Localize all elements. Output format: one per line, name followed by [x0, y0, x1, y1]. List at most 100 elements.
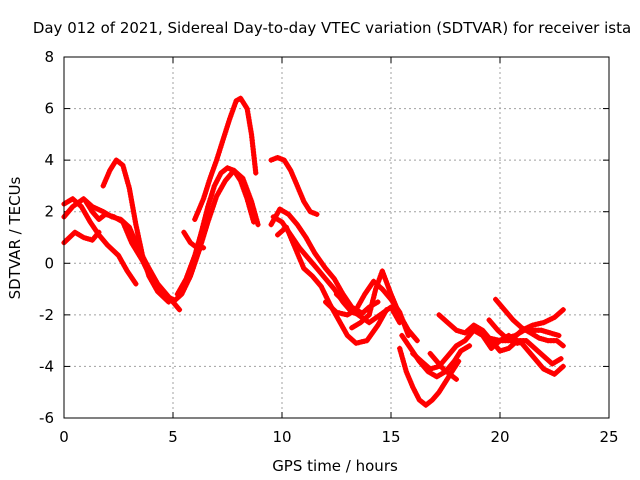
- data-point: [184, 277, 188, 281]
- data-point: [454, 344, 458, 348]
- data-point: [215, 194, 219, 198]
- data-point: [125, 269, 129, 273]
- data-point: [114, 158, 118, 162]
- y-tick-label: -6: [39, 409, 54, 427]
- data-point: [315, 212, 319, 216]
- data-point: [411, 352, 415, 355]
- data-point: [372, 279, 376, 283]
- data-point: [84, 199, 88, 203]
- data-point: [182, 230, 186, 234]
- data-point: [250, 132, 253, 136]
- data-point: [308, 210, 312, 214]
- data-point: [202, 246, 205, 250]
- data-point: [398, 346, 402, 350]
- data-point: [345, 313, 349, 317]
- data-point: [324, 266, 328, 270]
- data-point: [415, 339, 419, 343]
- data-point: [212, 184, 216, 188]
- y-tick-label: 4: [44, 151, 54, 169]
- data-point: [359, 321, 362, 325]
- data-point: [245, 197, 249, 201]
- data-point: [459, 349, 463, 353]
- data-point: [531, 323, 535, 327]
- data-series-10: [268, 155, 320, 217]
- data-point: [188, 241, 192, 245]
- data-point: [428, 352, 432, 355]
- data-point: [354, 308, 358, 312]
- data-point: [239, 96, 243, 100]
- x-tick-label: 20: [490, 428, 509, 446]
- data-point: [130, 241, 134, 245]
- data-point: [502, 308, 506, 312]
- data-point: [489, 346, 493, 350]
- data-point: [441, 367, 445, 371]
- data-point: [448, 372, 452, 376]
- data-series-16: [349, 268, 420, 344]
- data-point: [269, 158, 273, 162]
- data-point: [297, 246, 301, 250]
- data-point: [90, 238, 94, 242]
- data-series-group: [61, 95, 566, 408]
- data-point: [553, 315, 556, 319]
- data-point: [548, 331, 552, 335]
- data-point: [496, 328, 500, 332]
- data-point: [367, 321, 371, 325]
- data-point: [337, 318, 341, 322]
- y-tick-label: 0: [44, 254, 54, 272]
- data-point: [356, 313, 360, 317]
- data-point: [134, 282, 138, 286]
- data-point: [463, 331, 467, 335]
- data-point: [561, 344, 565, 348]
- data-point: [520, 341, 524, 345]
- x-tick-label: 25: [599, 428, 618, 446]
- data-point: [127, 225, 131, 229]
- data-point: [319, 285, 323, 288]
- data-point: [141, 259, 144, 263]
- data-point: [232, 169, 236, 172]
- data-point: [82, 236, 86, 239]
- data-point: [193, 254, 197, 257]
- data-point: [193, 217, 197, 221]
- y-tick-label: 8: [44, 48, 54, 66]
- data-point: [546, 339, 550, 343]
- data-point: [428, 367, 432, 371]
- data-point: [561, 364, 565, 368]
- data-point: [276, 233, 280, 237]
- data-point: [180, 292, 184, 296]
- data-point: [542, 367, 546, 371]
- x-tick-label: 15: [381, 428, 400, 446]
- data-point: [324, 277, 328, 281]
- data-point: [284, 225, 288, 229]
- data-point: [420, 359, 423, 363]
- data-point: [376, 323, 380, 327]
- data-point: [167, 300, 171, 304]
- data-point: [531, 354, 535, 358]
- grid-lines: [64, 57, 609, 418]
- data-point: [280, 220, 284, 224]
- data-point: [389, 305, 393, 309]
- data-point: [553, 372, 556, 376]
- data-point: [430, 398, 434, 402]
- data-point: [295, 184, 299, 188]
- plot-frame: [63, 56, 610, 419]
- data-point: [498, 339, 502, 343]
- data-point: [117, 254, 120, 257]
- data-point: [531, 328, 535, 332]
- y-tick-label: -2: [39, 306, 54, 324]
- data-point: [435, 375, 439, 379]
- data-point: [335, 292, 338, 296]
- data-point: [561, 308, 565, 312]
- data-point: [376, 300, 380, 304]
- data-point: [293, 246, 297, 250]
- data-point: [313, 251, 317, 255]
- data-point: [103, 212, 107, 216]
- data-point: [302, 199, 306, 203]
- data-point: [324, 300, 328, 304]
- data-point: [234, 99, 238, 103]
- axis-ticks: 0 5 10 15 20 25 -6 -4 -2 0 2 4 6 8: [39, 48, 619, 446]
- data-point: [215, 158, 219, 162]
- data-series-18: [399, 332, 473, 380]
- data-point: [345, 303, 349, 306]
- data-point: [555, 339, 559, 343]
